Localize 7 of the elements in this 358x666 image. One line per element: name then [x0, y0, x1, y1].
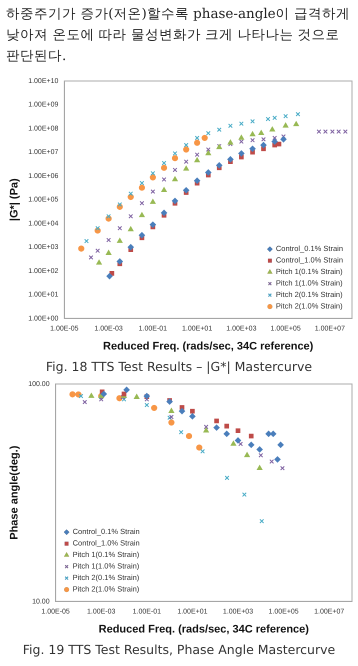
y-axis-title: Phase angle(deg.)	[8, 445, 21, 540]
y-axis-title: |G*| (Pa)	[8, 178, 21, 222]
x-axis-title: Reduced Freq. (rads/sec, 34C reference)	[103, 340, 314, 352]
text: Fig. 18 TTS Test Results – |G*| Mastercurve	[44, 359, 314, 374]
x-axis-title: Reduced Freq. (rads/sec, 34C reference)	[98, 623, 310, 636]
text: Fig. 19 TTS Test Results, Phase Angle Mastercurve	[22, 642, 336, 657]
text: 하중주기가 증가(저온)할수록 phase-angle이 급격하게 낮아져 온도에 따라 물성변화가 크게 나타나는 것으로 판단된다.	[5, 5, 351, 66]
